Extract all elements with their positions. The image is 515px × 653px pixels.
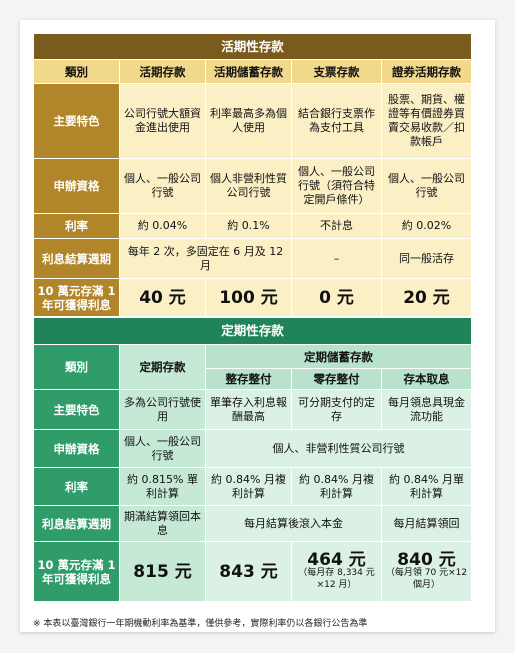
yield-note: （每月領 70 元×12 個月） xyxy=(385,567,468,590)
cycle-cell: 同一般活存 xyxy=(380,238,473,279)
header-securities-demand: 證券活期存款 xyxy=(380,59,473,84)
sub-header: 零存整付 xyxy=(291,368,382,390)
yield-value: 840 元 xyxy=(397,549,456,570)
yield-cell: 20 元 xyxy=(380,278,473,317)
yield-label: 10 萬元存滿 1 年可獲得利息 xyxy=(33,278,120,317)
rate-cell: 約 0.84% 月複利計算 xyxy=(205,467,292,506)
sub-header: 整存整付 xyxy=(205,368,292,390)
features-cell: 股票、期貨、權證等有價證券買賣交易收款／扣款帳戶 xyxy=(380,83,473,159)
features-cell: 單筆存入利息報酬最高 xyxy=(205,389,292,430)
yield-cell: 843 元 xyxy=(205,541,292,602)
rate-cell: 不計息 xyxy=(291,213,382,239)
header-checking-demand: 活期存款 xyxy=(119,59,206,84)
features-cell: 利率最高多為個人使用 xyxy=(205,83,292,159)
rate-cell: 約 0.1% xyxy=(205,213,292,239)
cycle-cell: 每月結算後滾入本金 xyxy=(205,505,382,542)
eligibility-label: 申辦資格 xyxy=(33,158,120,214)
category-label: 類別 xyxy=(33,344,120,390)
eligibility-cell: 個人、非營利性質公司行號 xyxy=(204,429,473,468)
rate-label: 利率 xyxy=(33,213,120,239)
yield-label: 10 萬元存滿 1 年可獲得利息 xyxy=(33,541,120,602)
features-cell: 結合銀行支票作為支付工具 xyxy=(291,83,382,159)
demand-title: 活期性存款 xyxy=(32,33,473,60)
yield-cell: 815 元 xyxy=(119,541,206,602)
yield-cell: 40 元 xyxy=(119,278,206,317)
deposit-comparison: 活期性存款 類別 活期存款 活期儲蓄存款 支票存款 證券活期存款 主要特色 公司… xyxy=(32,33,473,602)
yield-value: 464 元 xyxy=(307,549,366,570)
features-cell: 每月領息具現金流功能 xyxy=(380,389,473,430)
cycle-cell: 每年 2 次，多固定在 6 月及 12 月 xyxy=(119,238,292,279)
eligibility-cell: 個人非營利性質公司行號 xyxy=(205,158,292,214)
category-header: 類別 xyxy=(33,59,120,84)
time-title: 定期性存款 xyxy=(32,317,473,345)
cycle-label: 利息結算週期 xyxy=(33,238,120,279)
cycle-label: 利息結算週期 xyxy=(33,505,120,542)
eligibility-cell: 個人、一般公司行號 xyxy=(380,158,473,214)
features-cell: 多為公司行號使用 xyxy=(119,389,206,430)
features-label: 主要特色 xyxy=(33,389,120,430)
eligibility-cell: 個人、一般公司行號 xyxy=(119,158,206,214)
rate-cell: 約 0.02% xyxy=(380,213,473,239)
yield-cell: 0 元 xyxy=(291,278,382,317)
features-cell: 公司行號大額資金進出使用 xyxy=(119,83,206,159)
header-demand-savings: 活期儲蓄存款 xyxy=(205,59,292,84)
yield-cell: 464 元 （每月存 8,334 元×12 月） xyxy=(291,541,382,602)
yield-note: （每月存 8,334 元×12 月） xyxy=(298,567,375,590)
header-time-savings: 定期儲蓄存款 xyxy=(204,344,473,369)
header-check-deposit: 支票存款 xyxy=(291,59,382,84)
yield-cell: 840 元 （每月領 70 元×12 個月） xyxy=(380,541,473,602)
rate-cell: 約 0.84% 月複利計算 xyxy=(291,467,382,506)
rate-cell: 約 0.815% 單利計算 xyxy=(119,467,206,506)
footnote: ※ 本表以臺灣銀行一年期機動利率為基準，僅供參考，實際利率仍以各銀行公告為準 xyxy=(33,619,368,629)
header-fixed-deposit: 定期存款 xyxy=(119,344,206,390)
cycle-cell: 期滿結算領回本息 xyxy=(119,505,206,542)
eligibility-cell: 個人、一般公司行號 xyxy=(119,429,206,468)
cycle-cell: – xyxy=(291,238,382,279)
eligibility-cell: 個人、一般公司行號（須符合特定開戶條件） xyxy=(291,158,382,214)
rate-label: 利率 xyxy=(33,467,120,506)
features-cell: 可分期支付的定存 xyxy=(291,389,382,430)
demand-deposit-table: 活期性存款 類別 活期存款 活期儲蓄存款 支票存款 證券活期存款 主要特色 公司… xyxy=(32,33,473,317)
features-label: 主要特色 xyxy=(33,83,120,159)
rate-cell: 約 0.04% xyxy=(119,213,206,239)
time-deposit-table: 定期性存款 類別 定期存款 定期儲蓄存款 整存整付 零存整付 存本取息 主要特色… xyxy=(32,317,473,602)
eligibility-label: 申辦資格 xyxy=(33,429,120,468)
sub-header: 存本取息 xyxy=(380,368,473,390)
yield-cell: 100 元 xyxy=(205,278,292,317)
rate-cell: 約 0.84% 月單利計算 xyxy=(380,467,473,506)
cycle-cell: 每月結算領回 xyxy=(380,505,473,542)
